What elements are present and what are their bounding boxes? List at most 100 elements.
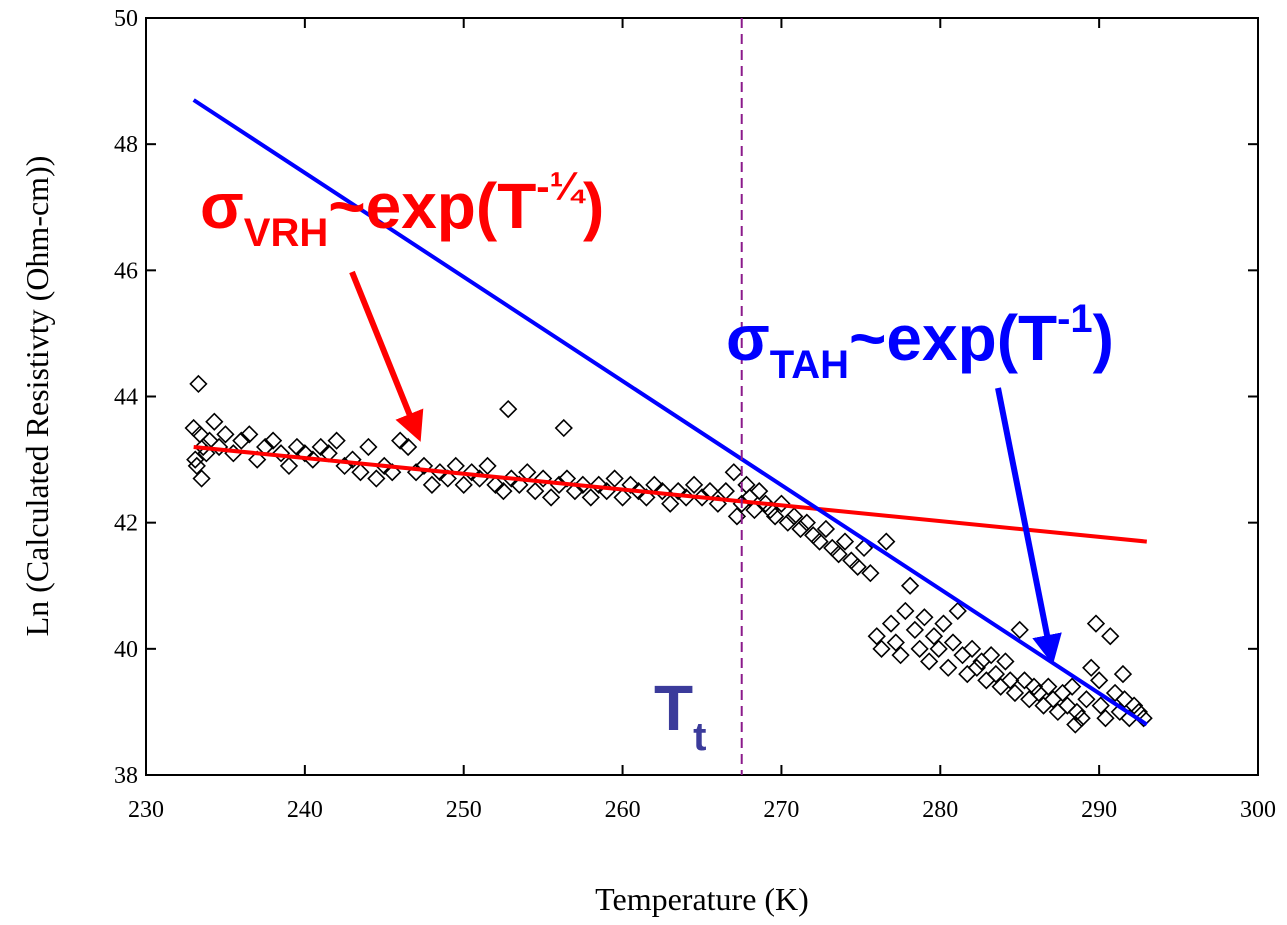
data-point <box>1134 709 1153 728</box>
data-point <box>943 633 963 652</box>
data-point <box>248 450 267 469</box>
data-point <box>565 481 585 501</box>
y-tick-label: 44 <box>114 385 138 411</box>
data-point <box>939 658 958 677</box>
x-tick-label: 260 <box>605 797 641 823</box>
data-point <box>727 507 747 526</box>
y-tick-label: 38 <box>114 763 138 789</box>
data-point <box>209 437 229 457</box>
plot-area <box>145 17 1259 776</box>
fit-lines <box>192 18 1148 775</box>
data-point <box>669 481 688 501</box>
x-tick-label: 240 <box>287 797 323 823</box>
data-point <box>835 532 855 551</box>
y-tick-label: 46 <box>114 258 138 284</box>
data-point <box>502 469 521 488</box>
data-point <box>877 532 896 551</box>
data-point <box>896 601 915 621</box>
data-point <box>216 425 235 444</box>
x-axis-label: Temperature (K) <box>595 881 809 917</box>
x-tick-label: 230 <box>128 797 164 823</box>
data-point <box>205 412 224 431</box>
data-point <box>653 481 672 501</box>
data-point <box>810 532 829 551</box>
data-point <box>375 456 394 476</box>
data-point <box>637 488 656 507</box>
data-point <box>745 500 764 520</box>
tah-arrow <box>995 387 1062 665</box>
data-point <box>414 456 434 476</box>
data-point <box>905 620 925 640</box>
data-point <box>910 639 929 658</box>
data-point <box>1113 664 1133 684</box>
data-point <box>772 494 791 513</box>
data-point <box>750 481 769 501</box>
vrh-annotation: σVRH~exp(T-¼) <box>200 165 604 255</box>
x-tick-label: 290 <box>1081 797 1117 823</box>
data-point <box>194 437 213 457</box>
data-point <box>867 627 886 646</box>
data-point <box>1005 683 1025 703</box>
data-point <box>327 431 346 450</box>
data-point <box>891 646 910 665</box>
data-point <box>295 444 314 463</box>
data-point <box>953 646 972 665</box>
data-point <box>232 431 251 450</box>
data-point <box>287 437 307 457</box>
data-point <box>581 488 600 507</box>
data-point <box>1066 715 1085 734</box>
data-point <box>526 481 545 501</box>
scatter-points <box>184 374 1153 734</box>
data-point <box>1124 696 1144 715</box>
data-point <box>861 564 880 583</box>
data-point <box>422 475 442 494</box>
data-point <box>510 475 529 494</box>
data-point <box>1001 671 1020 690</box>
data-point <box>791 519 810 539</box>
data-point <box>343 450 362 469</box>
data-point <box>872 639 891 658</box>
data-point <box>1101 627 1120 646</box>
data-point <box>778 513 797 532</box>
data-point <box>854 538 874 558</box>
data-point <box>900 576 920 595</box>
data-point <box>351 463 370 482</box>
data-point <box>848 557 867 576</box>
data-point <box>311 437 330 457</box>
data-point <box>557 469 577 488</box>
data-point <box>605 469 624 488</box>
data-point <box>383 463 402 482</box>
data-point <box>192 469 211 488</box>
data-point <box>661 494 680 513</box>
data-point <box>1086 614 1106 633</box>
data-point <box>948 601 967 621</box>
data-point <box>829 545 848 564</box>
x-tick-label: 280 <box>922 797 958 823</box>
data-point <box>613 488 632 507</box>
data-point <box>486 475 505 494</box>
data-point <box>1090 671 1109 690</box>
data-point <box>816 519 836 539</box>
tah-fit-line <box>192 98 1148 727</box>
data-point <box>692 488 712 507</box>
data-point <box>986 664 1006 684</box>
data-point <box>359 437 378 457</box>
data-point <box>684 475 704 494</box>
data-point <box>977 671 996 690</box>
data-point <box>398 437 418 457</box>
transition-temp-label: Tt <box>654 672 706 759</box>
data-point <box>924 627 944 646</box>
data-point <box>189 374 208 394</box>
data-point <box>765 507 785 526</box>
y-axis-label: Ln (Calculated Resistivty (Ohm-cm)) <box>19 156 55 637</box>
data-point <box>716 481 735 501</box>
data-point <box>186 450 205 469</box>
data-point <box>797 513 816 532</box>
data-point <box>1082 658 1101 677</box>
data-point <box>761 500 780 520</box>
data-point <box>886 633 905 652</box>
data-point <box>1039 677 1058 696</box>
data-point <box>1091 696 1110 715</box>
tah-annotation: σTAH~exp(T-1) <box>726 297 1114 387</box>
data-point <box>915 608 934 627</box>
